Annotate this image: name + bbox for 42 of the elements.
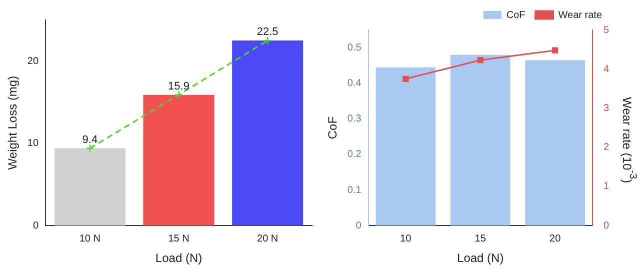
data-label: 22.5 [256,26,278,38]
bar [450,54,510,226]
legend-label: Wear rate [558,10,602,21]
point [402,76,409,82]
x-axis-title: Load (N) [457,251,504,266]
point [263,36,272,45]
y2-tick-label: 4 [603,64,610,75]
y-tick-label: 0.3 [347,114,362,125]
bar [376,67,436,226]
x-tick-label: 15 N [168,233,190,244]
y2-tick-label: 0 [603,220,610,232]
y2-tick-label: 2 [603,142,610,154]
x-tick-label: 10 N [79,233,100,244]
point [552,47,558,54]
x-tick-label: 10 [400,233,412,244]
x-tick-label: 15 [474,233,486,244]
x-tick-label: 20 N [257,233,278,244]
bar [54,148,126,226]
point [86,144,94,152]
y-tick-label: 0 [32,220,39,232]
y-tick-label: 0.4 [347,78,362,90]
y-tick-label: 20 [27,56,39,67]
y2-tick-label: 1 [603,181,610,192]
data-label: 9.4 [82,134,98,146]
bar [525,60,585,226]
data-label: 15.9 [168,80,190,92]
y-tick-label: 0.5 [347,42,362,54]
point [174,90,183,99]
y-tick-label: 10 [27,138,39,150]
y-tick-label: 0.1 [347,184,362,196]
y2-tick-label: 5 [603,24,610,36]
bar [143,94,214,226]
x-axis-title: Load (N) [155,251,202,266]
y-axis-title: CoF [326,116,340,140]
legend-label: CoF [506,10,526,21]
x-tick-label: 20 [550,233,562,244]
y2-tick-label: 3 [603,102,610,114]
bar [232,40,304,226]
y-axis-title: Weight Loss (mg) [6,76,20,170]
y-tick-label: 0 [356,220,362,232]
point [477,57,484,64]
y-tick-label: 0.2 [347,149,362,160]
